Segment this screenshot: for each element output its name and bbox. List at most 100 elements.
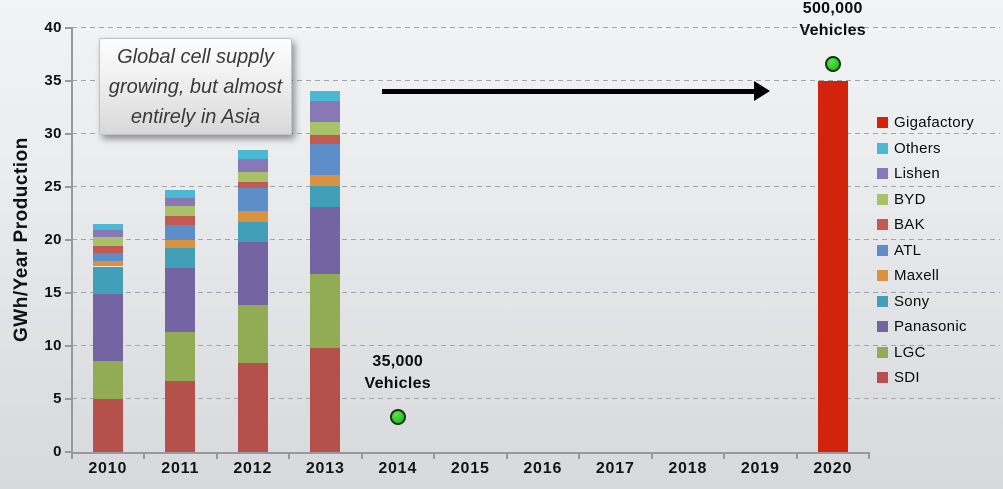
- legend-label: Lishen: [894, 165, 941, 183]
- callout-box: Global cell supply growing, but almost e…: [99, 38, 292, 135]
- bar-segment-byd-2012: [237, 172, 268, 182]
- x-tick-label-2018: 2018: [668, 460, 708, 477]
- bar-segment-others-2010: [92, 224, 123, 231]
- bar-segment-bak-2011: [165, 215, 196, 226]
- legend-swatch-icon: [877, 142, 888, 154]
- callout-line-2: growing, but almost: [108, 75, 283, 98]
- legend-swatch-icon: [877, 219, 888, 231]
- y-tick-label-35: 35: [44, 72, 62, 89]
- bar-segment-byd-2010: [92, 236, 123, 247]
- x-tick-label-2019: 2019: [740, 460, 780, 477]
- legend-item-others: Others: [877, 136, 974, 162]
- bar-segment-atl-2012: [237, 188, 268, 212]
- bar-segment-maxell-2010: [92, 261, 123, 267]
- legend-item-maxell: Maxell: [877, 263, 974, 289]
- y-tick-mark: [64, 133, 72, 135]
- legend-label: LGC: [894, 343, 926, 361]
- bar-segment-byd-2011: [165, 206, 196, 216]
- vehicle-label-2020: 500,000 Vehicles: [763, 0, 903, 42]
- legend-label: Panasonic: [894, 318, 967, 336]
- y-tick-label-0: 0: [53, 443, 62, 460]
- growth-arrow-head-icon: [754, 81, 770, 101]
- bar-segment-sdi-2012: [237, 362, 268, 452]
- bar-segment-maxell-2013: [310, 175, 341, 186]
- legend-label: SDI: [894, 369, 920, 387]
- x-tick-mark: [578, 454, 580, 459]
- bar-segment-maxell-2012: [237, 211, 268, 222]
- bar-segment-byd-2013: [310, 122, 341, 136]
- vehicle-label-line: 500,000: [802, 0, 863, 18]
- x-tick-mark: [868, 454, 870, 459]
- y-tick-mark: [64, 186, 72, 188]
- y-tick-label-10: 10: [44, 337, 62, 354]
- gridline-15: [71, 292, 1000, 294]
- bar-segment-bak-2010: [92, 246, 123, 253]
- y-tick-label-25: 25: [44, 178, 62, 195]
- x-tick-label-2015: 2015: [450, 460, 490, 477]
- y-axis-line: [70, 27, 73, 453]
- legend-label: ATL: [894, 241, 922, 259]
- bar-segment-panasonic-2011: [165, 267, 196, 333]
- bar-segment-others-2013: [310, 90, 341, 102]
- legend-swatch-icon: [877, 117, 888, 129]
- legend-item-sdi: SDI: [877, 365, 974, 391]
- bar-segment-lishen-2012: [237, 159, 268, 173]
- legend-swatch-icon: [877, 168, 888, 180]
- y-tick-label-40: 40: [44, 19, 62, 36]
- bar-segment-gigafactory-2020: [817, 81, 848, 452]
- bar-segment-bak-2013: [310, 135, 341, 144]
- bar-segment-sdi-2013: [310, 348, 341, 452]
- callout-line-1: Global cell supply: [117, 45, 274, 68]
- bar-segment-lgc-2010: [92, 360, 123, 399]
- x-tick-mark: [723, 454, 725, 459]
- legend-swatch-icon: [877, 244, 888, 256]
- legend-item-panasonic: Panasonic: [877, 314, 974, 340]
- legend-swatch-icon: [877, 193, 888, 205]
- bar-segment-panasonic-2012: [237, 242, 268, 305]
- y-tick-label-5: 5: [53, 390, 62, 407]
- bar-segment-atl-2010: [92, 252, 123, 262]
- x-tick-label-2010: 2010: [88, 460, 128, 477]
- legend-label: BYD: [894, 190, 926, 208]
- y-tick-label-30: 30: [44, 125, 62, 142]
- bar-segment-lgc-2011: [165, 332, 196, 381]
- x-tick-mark: [650, 454, 653, 459]
- x-tick-mark: [70, 454, 73, 459]
- bar-segment-panasonic-2010: [92, 294, 123, 361]
- legend-item-byd: BYD: [877, 187, 974, 213]
- gridline-10: [71, 345, 1000, 347]
- legend-label: BAK: [894, 216, 925, 234]
- y-tick-label-15: 15: [44, 284, 62, 301]
- x-tick-label-2012: 2012: [233, 460, 273, 477]
- gridline-35: [71, 80, 1000, 82]
- legend: Gigafactory Others Lishen BYD BAK ATL Maxell So…: [877, 110, 974, 391]
- legend-label: Gigafactory: [894, 114, 974, 132]
- x-tick-label-2017: 2017: [595, 460, 635, 477]
- bar-segment-atl-2011: [165, 225, 196, 240]
- y-tick-label-20: 20: [44, 231, 62, 248]
- x-tick-label-2014: 2014: [378, 460, 418, 477]
- legend-swatch-icon: [877, 270, 888, 282]
- legend-label: Maxell: [894, 267, 940, 285]
- x-tick-mark: [433, 454, 435, 459]
- bar-segment-panasonic-2013: [310, 207, 341, 274]
- bar-segment-lishen-2011: [165, 197, 196, 207]
- x-tick-label-2016: 2016: [523, 460, 563, 477]
- bar-segment-lishen-2013: [310, 101, 341, 123]
- callout-line-3: entirely in Asia: [130, 105, 261, 128]
- x-tick-label-2020: 2020: [813, 460, 853, 477]
- legend-swatch-icon: [877, 295, 888, 307]
- legend-item-lishen: Lishen: [877, 161, 974, 187]
- bar-segment-sdi-2011: [165, 380, 196, 452]
- bar-segment-maxell-2011: [165, 240, 196, 249]
- legend-label: Sony: [894, 292, 930, 310]
- y-tick-mark: [64, 239, 72, 241]
- legend-item-lgc: LGC: [877, 340, 974, 366]
- y-tick-mark: [64, 398, 72, 400]
- y-tick-mark: [64, 451, 72, 453]
- vehicle-label-line: Vehicles: [364, 375, 431, 393]
- bar-segment-sony-2010: [92, 266, 123, 295]
- legend-swatch-icon: [877, 346, 888, 358]
- y-tick-mark: [64, 27, 72, 29]
